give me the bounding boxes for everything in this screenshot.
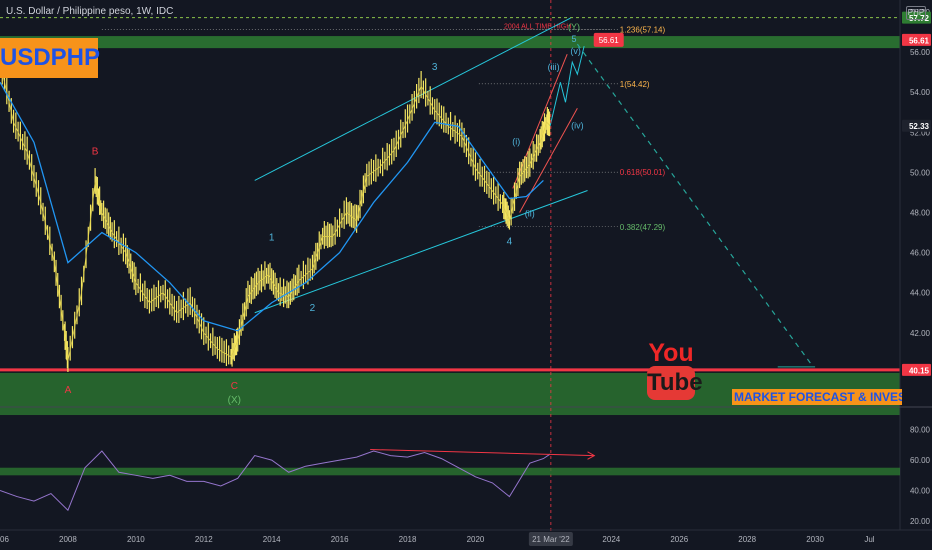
projected-impulse: [549, 45, 585, 126]
wave-label-2: 2: [310, 303, 316, 314]
time-tick-label: 2018: [399, 535, 417, 544]
price-label-box: [902, 33, 931, 46]
rsi-tick-label: 20.00: [910, 517, 931, 526]
time-tick-label: 2006: [0, 535, 9, 544]
time-tick-label: 2014: [263, 535, 281, 544]
time-tick-label: Jul: [864, 535, 874, 544]
price-tick-label: 42.00: [910, 329, 931, 338]
price-tick-label: 44.00: [910, 289, 931, 298]
time-tick-label: 2008: [59, 535, 77, 544]
price-label-box: [902, 11, 931, 24]
wave-label-3: 3: [432, 62, 438, 73]
wave-label-v: (v): [570, 46, 581, 56]
fib-level-label: 0.618(50.01): [620, 168, 666, 177]
price-line: [0, 62, 551, 361]
wave-label-c: C: [231, 381, 238, 392]
fib-level-label: 1.382(58.82): [620, 0, 666, 1]
rsi-tick-label: 80.00: [910, 426, 931, 435]
wave-label-x: (X): [228, 395, 241, 406]
youtube-logo-bottom: Tube: [647, 366, 703, 400]
wave-label-5: 5: [571, 34, 576, 44]
rsi-divergence-arrow: [587, 451, 596, 460]
time-tick-label: 2020: [467, 535, 485, 544]
lower-channel-line: [254, 190, 588, 314]
chart-title: U.S. Dollar / Philippine peso, 1W, IDC: [6, 6, 174, 17]
price-label: 57.72: [909, 14, 930, 23]
time-tick-label: 2012: [195, 535, 213, 544]
price-tick-label: 56.00: [910, 48, 931, 57]
wave-label-4: 4: [507, 237, 513, 248]
fib-level-label: 0.382(47.29): [620, 223, 666, 232]
time-tick-label: 2024: [602, 535, 620, 544]
all-time-high-label: 2004 ALL TIME HIGH: [504, 23, 571, 30]
rsi-tick-label: 40.00: [910, 487, 931, 496]
youtube-logo-top: You: [648, 339, 694, 367]
price-tick-label: 50.00: [910, 168, 931, 177]
symbol-banner: USDPHP: [0, 38, 100, 78]
rsi-divergence-line: [370, 448, 595, 457]
wave-label-ii: (ii): [525, 209, 535, 219]
price-label-box: [902, 363, 931, 376]
red-channel-lower: [519, 108, 578, 213]
target-price-box: [593, 32, 624, 47]
wave-label-b: B: [92, 146, 99, 157]
price-label: 52.33: [909, 122, 930, 131]
rsi-band: [0, 467, 900, 476]
wave-label-a: A: [65, 385, 72, 396]
time-tick-label: 2010: [127, 535, 145, 544]
wave-label-y: (Y): [568, 22, 580, 32]
resistance-zone: [0, 36, 900, 49]
fib-level-label: 1.236(57.14): [620, 25, 666, 34]
price-tick-label: 48.00: [910, 209, 931, 218]
price-tick-label: 46.00: [910, 249, 931, 258]
forecast-arrow: [576, 43, 813, 366]
price-axis-bg: [900, 0, 932, 550]
wave-label-1: 1: [269, 233, 275, 244]
market-forecast-banner: MARKET FORECAST & INVEST: [732, 389, 902, 405]
time-tick-label: 2026: [670, 535, 688, 544]
fib-level-label: 1(54.42): [620, 80, 650, 89]
date-marker-box: [528, 532, 573, 546]
time-tick-label: 2028: [738, 535, 756, 544]
time-tick-label: 2030: [806, 535, 824, 544]
target-price-text: 56.61: [599, 36, 620, 45]
price-label: 40.15: [909, 366, 930, 375]
rsi-tick-label: 60.00: [910, 456, 931, 465]
price-tick-label: 54.00: [910, 88, 931, 97]
moving-average-line: [0, 81, 544, 332]
youtube-logo: You Tube: [647, 339, 703, 406]
time-tick-label: 2016: [331, 535, 349, 544]
currency-badge[interactable]: PHP: [906, 6, 926, 20]
price-label-box: [902, 119, 931, 132]
price-label: 56.61: [909, 36, 930, 45]
rsi-line: [0, 450, 551, 512]
wave-label-i: (i): [512, 136, 520, 146]
price-tick-label: 52.00: [910, 128, 931, 137]
time-tick-label: 21 Mar '22: [532, 535, 570, 544]
wave-label-iv: (iv): [571, 120, 584, 130]
wave-label-iii: (iii): [548, 62, 560, 72]
